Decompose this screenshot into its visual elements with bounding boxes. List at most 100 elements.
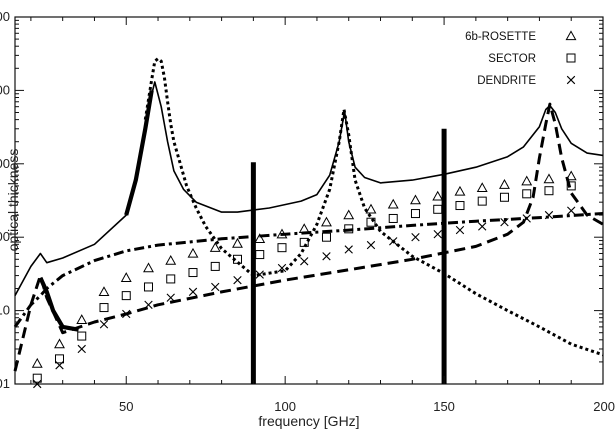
marker-sector-6 [166,274,176,284]
marker-6b-rosette-2 [76,314,88,324]
marker-dendrite-14 [344,245,353,254]
marker-dendrite-24 [567,206,576,215]
marker-sector-17 [410,209,420,219]
legend-label-sector: SECTOR [488,53,536,65]
marker-6b-rosette-17 [410,194,421,205]
marker-sector-7 [188,268,198,278]
marker-sector-1 [54,354,64,364]
marker-sector-18 [433,204,443,214]
marker-6b-rosette-15 [365,203,377,214]
marker-dendrite-6 [166,293,175,302]
y-tick-label-4: 10.000 [0,82,10,97]
legend-marker-sector [566,53,576,63]
marker-6b-rosette-14 [343,209,355,220]
x-tick-label-100: 100 [274,399,296,414]
marker-dendrite-5 [144,300,153,309]
marker-dendrite-19 [455,225,465,235]
vertical-bars [250,128,447,384]
marker-sector-4 [121,291,131,301]
marker-sector-22 [522,189,532,199]
marker-6b-rosette-6 [165,254,177,265]
x-tick-label-200: 200 [593,399,615,414]
marker-dendrite-20 [478,222,487,231]
marker-sector-24 [566,181,576,191]
marker-sector-15 [366,217,376,227]
marker-6b-rosette-0 [31,357,43,368]
plot-frame [14,16,604,385]
series-line-2 [124,90,154,216]
marker-dendrite-4 [122,309,131,319]
marker-sector-13 [321,232,331,242]
marker-dendrite-7 [188,287,198,297]
marker-dendrite-22 [522,214,531,223]
marker-6b-rosette-1 [54,338,65,349]
marker-dendrite-2 [77,344,86,354]
legend: 6b-ROSETTE SECTOR DENDRITE [465,30,577,87]
legend-marker-6b-rosette [565,30,577,41]
marker-sector-0 [32,373,42,383]
y-tick-label-1: 0.010 [0,303,10,318]
axis-ticks: 50 100 150 200 0.001 0.010 0.100 1.000 10.000 100… [0,9,615,414]
marker-6b-rosette-12 [298,223,310,234]
series-line-0 [14,81,604,296]
marker-sector-11 [277,243,287,253]
marker-6b-rosette-9 [232,237,243,248]
marker-sector-9 [232,254,242,264]
marker-sector-2 [77,331,87,341]
marker-6b-rosette-5 [143,262,154,273]
marker-sector-3 [99,303,109,313]
marker-dendrite-13 [322,252,331,261]
marker-sector-10 [255,250,265,260]
marker-6b-rosette-20 [476,182,488,193]
marker-6b-rosette-21 [499,179,510,189]
marker-dendrite-18 [433,229,442,239]
x-tick-label-150: 150 [433,399,455,414]
marker-6b-rosette-22 [521,175,533,186]
marker-dendrite-8 [211,282,220,292]
marker-dendrite-12 [300,257,309,266]
marker-6b-rosette-7 [187,247,199,258]
marker-dendrite-9 [233,275,242,285]
marker-6b-rosette-23 [543,173,555,184]
y-tick-label-0: 0.001 [0,376,10,391]
marker-sector-8 [210,261,220,271]
marker-sector-16 [388,213,398,223]
marker-sector-20 [477,196,487,206]
marker-dendrite-11 [277,263,287,273]
marker-sector-14 [344,224,354,234]
marker-6b-rosette-8 [209,242,221,252]
marker-sector-19 [455,201,465,211]
marker-dendrite-10 [255,270,264,279]
marker-dendrite-17 [411,233,420,242]
marker-6b-rosette-19 [454,185,466,196]
marker-dendrite-1 [55,361,64,370]
legend-label-6b-rosette: 6b-ROSETTE [465,31,536,43]
marker-6b-rosette-10 [254,233,266,244]
marker-dendrite-16 [389,237,398,246]
marker-6b-rosette-24 [565,170,577,181]
series-line-1 [38,276,79,332]
legend-label-dendrite: DENDRITE [477,75,536,87]
markers-layer [31,170,577,389]
marker-6b-rosette-16 [387,198,399,209]
marker-6b-rosette-18 [432,190,444,201]
x-axis-label: frequency [GHz] [258,413,359,429]
marker-sector-5 [143,282,153,292]
marker-dendrite-3 [99,320,109,329]
y-axis-label: optical thickness [5,149,21,252]
series-line-3 [143,57,604,357]
marker-sector-21 [499,192,509,202]
y-tick-label-5: 100.000 [0,9,10,24]
marker-dendrite-23 [544,210,554,220]
marker-6b-rosette-11 [276,228,288,239]
marker-6b-rosette-13 [321,216,332,227]
marker-dendrite-15 [366,240,376,250]
marker-6b-rosette-3 [98,286,110,297]
marker-dendrite-21 [500,218,509,227]
series-line-5 [13,212,604,328]
marker-sector-12 [299,237,309,247]
y-tick-label-3: 1.000 [0,156,10,171]
x-tick-label-50: 50 [119,399,133,414]
series-line-4 [13,102,604,372]
